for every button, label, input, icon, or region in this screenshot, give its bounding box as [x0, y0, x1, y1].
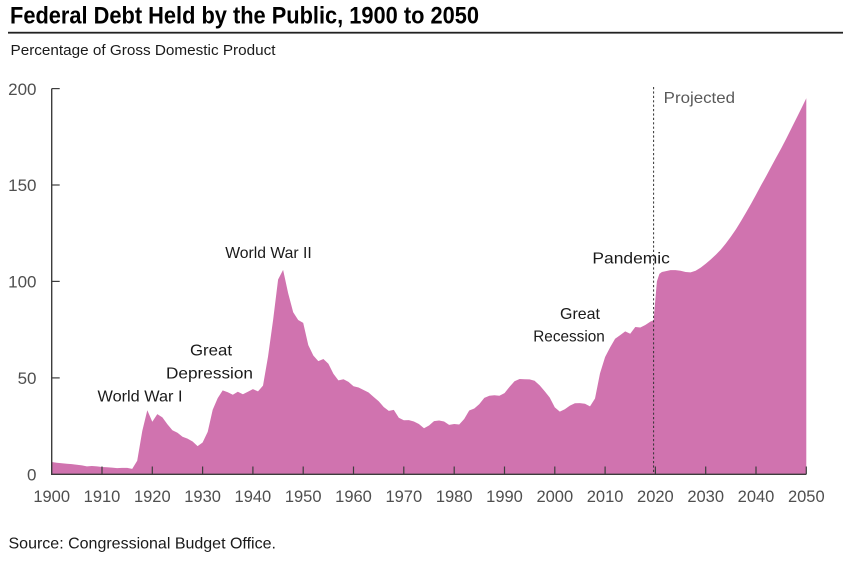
svg-text:2000: 2000 — [536, 488, 573, 506]
svg-text:Projected: Projected — [664, 90, 735, 107]
svg-text:1900: 1900 — [33, 488, 70, 506]
svg-text:1970: 1970 — [385, 488, 422, 506]
svg-text:1940: 1940 — [235, 488, 272, 506]
svg-text:2020: 2020 — [637, 488, 674, 506]
svg-text:50: 50 — [18, 369, 37, 388]
svg-text:Depression: Depression — [166, 366, 253, 383]
svg-text:1920: 1920 — [134, 488, 171, 506]
svg-text:World War I: World War I — [98, 389, 183, 406]
svg-text:2010: 2010 — [587, 488, 624, 506]
svg-text:Pandemic: Pandemic — [592, 251, 670, 268]
svg-text:1910: 1910 — [84, 488, 121, 506]
svg-text:150: 150 — [8, 176, 36, 195]
svg-text:Percentage of Gross Domestic P: Percentage of Gross Domestic Product — [11, 42, 277, 59]
svg-text:Great: Great — [560, 306, 601, 323]
svg-text:1980: 1980 — [436, 488, 473, 506]
svg-text:1930: 1930 — [184, 488, 221, 506]
svg-text:Great: Great — [190, 343, 233, 360]
svg-text:100: 100 — [8, 273, 36, 292]
svg-text:0: 0 — [27, 466, 36, 485]
svg-text:Federal Debt Held by the Publi: Federal Debt Held by the Public, 1900 to… — [10, 2, 479, 29]
svg-text:1990: 1990 — [486, 488, 523, 506]
svg-text:2030: 2030 — [687, 488, 724, 506]
svg-text:2040: 2040 — [738, 488, 775, 506]
svg-text:Source: Congressional Budget O: Source: Congressional Budget Office. — [9, 536, 276, 553]
svg-text:1950: 1950 — [285, 488, 322, 506]
svg-text:World War II: World War II — [225, 245, 312, 262]
svg-text:2050: 2050 — [788, 488, 825, 506]
svg-text:1960: 1960 — [335, 488, 372, 506]
svg-text:200: 200 — [8, 80, 36, 99]
svg-text:Recession: Recession — [533, 328, 605, 345]
